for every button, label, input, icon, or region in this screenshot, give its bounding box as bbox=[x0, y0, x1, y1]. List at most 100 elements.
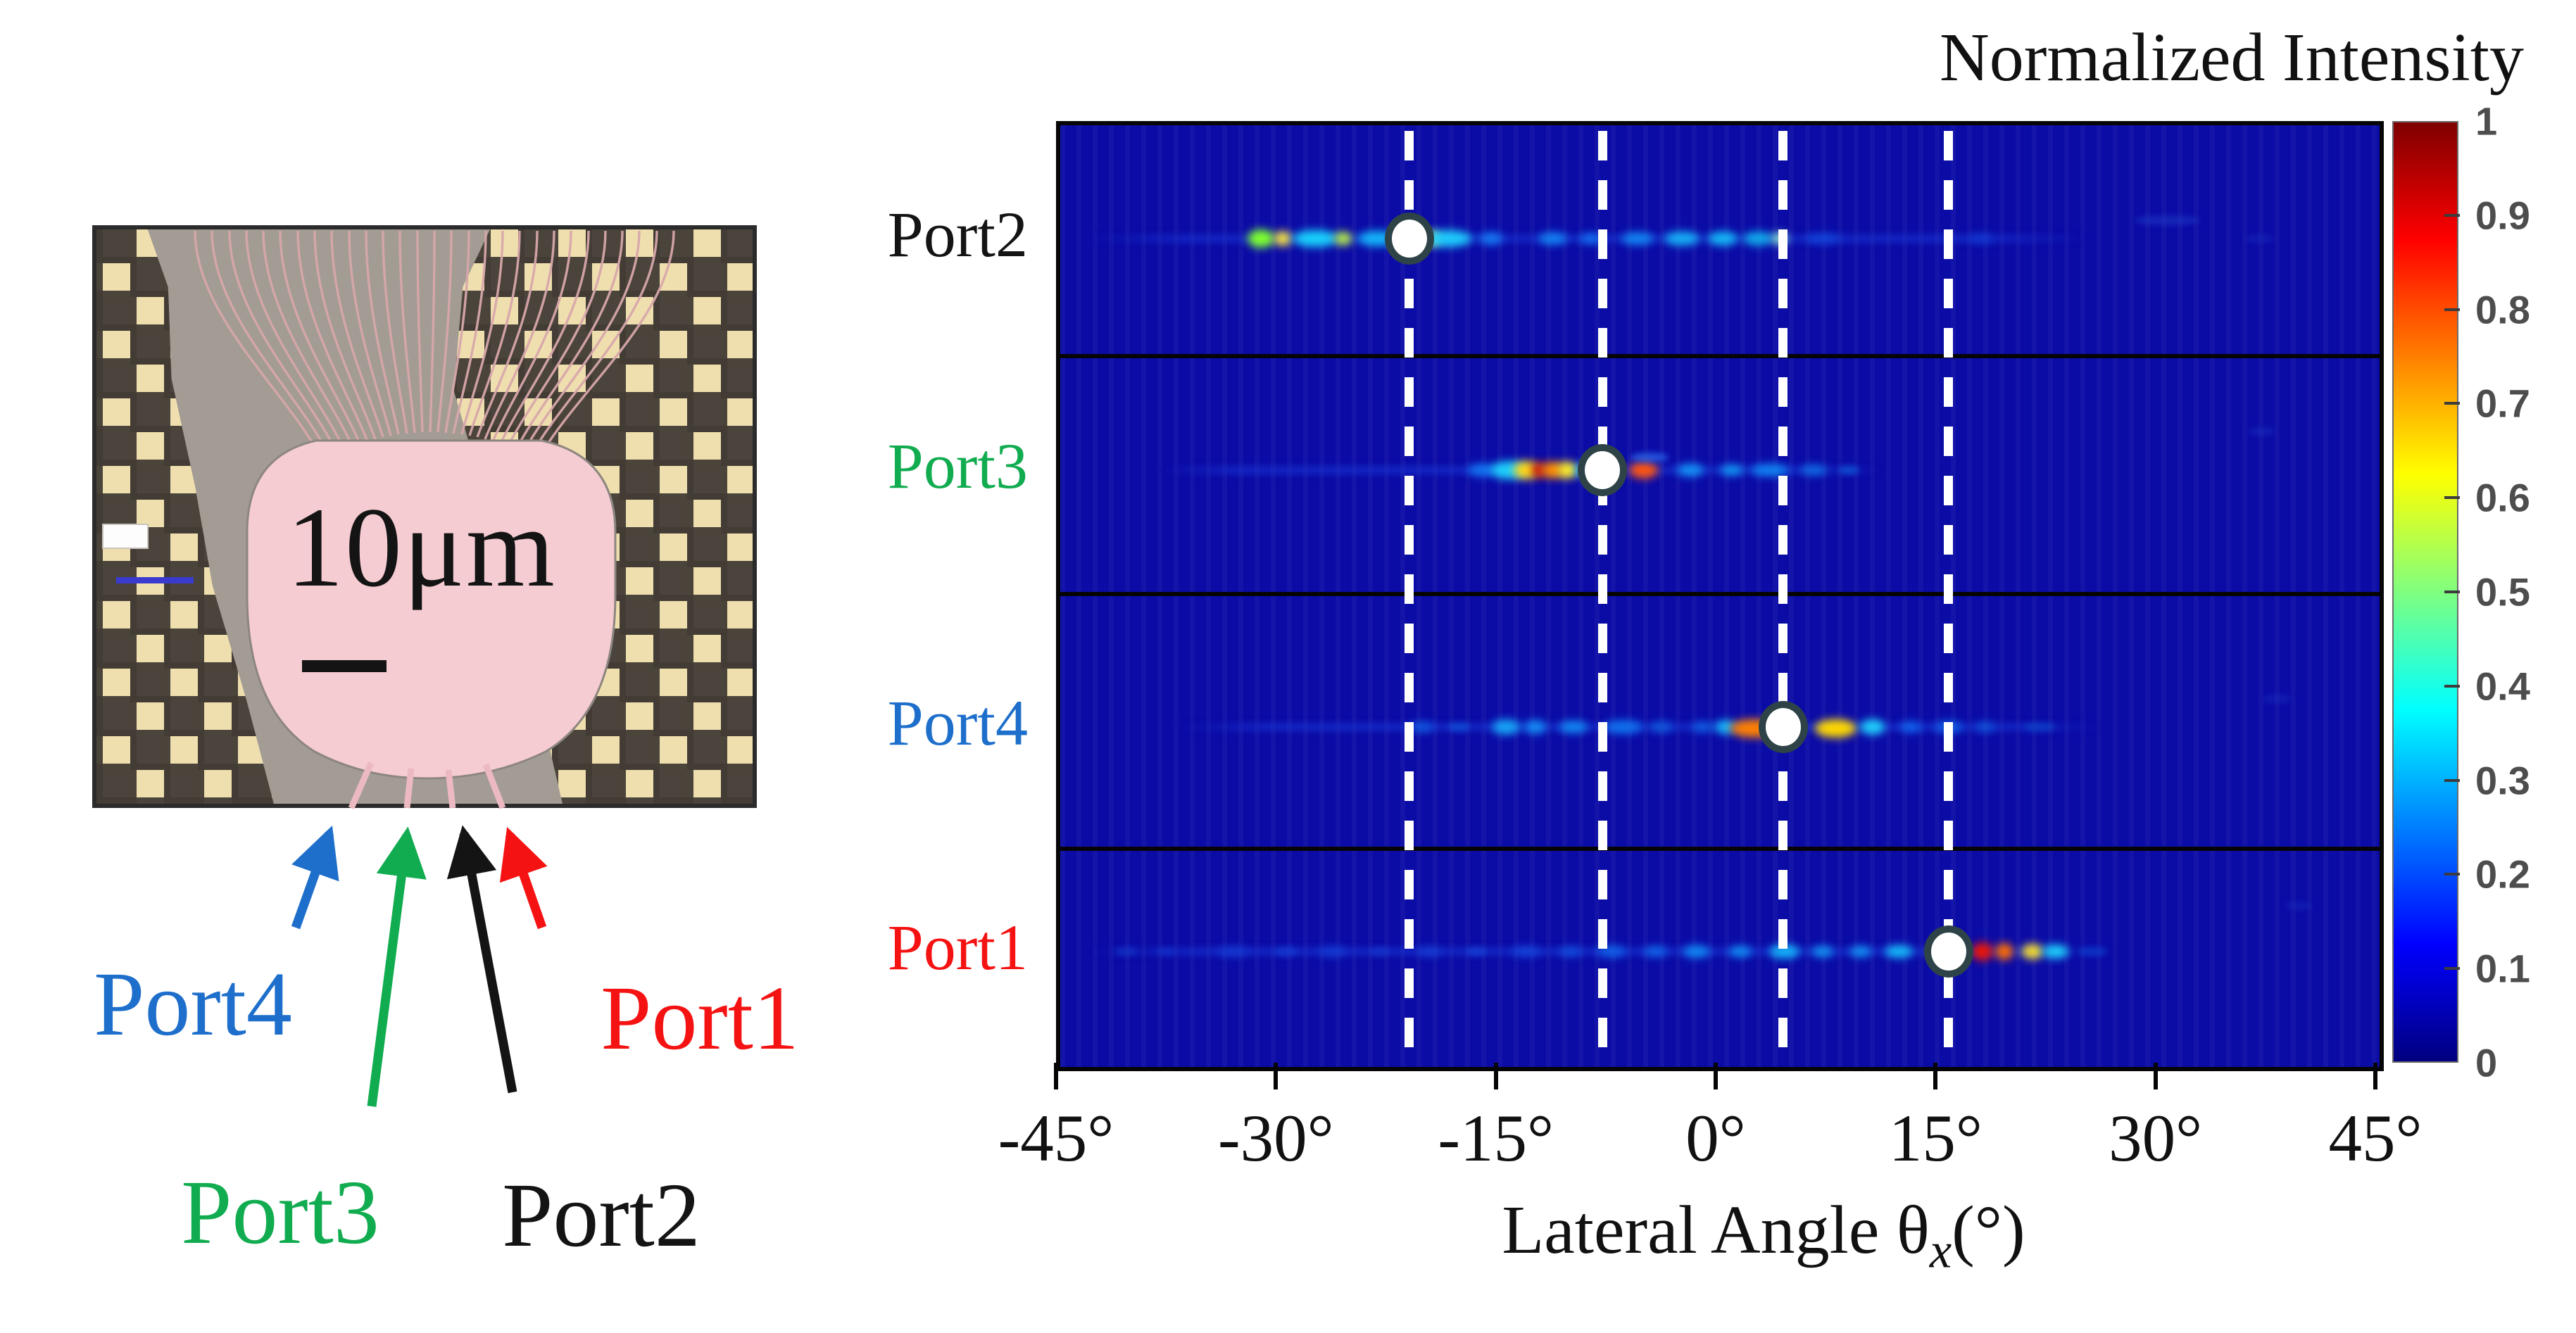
fanout-line bbox=[499, 230, 590, 444]
port-waveguide bbox=[482, 763, 506, 809]
heat-blob bbox=[1274, 231, 1292, 246]
dashed-guide-line bbox=[1597, 131, 1607, 1059]
stage-micro-scalebar bbox=[116, 577, 194, 583]
row-separator bbox=[1060, 354, 2380, 358]
fanout-line bbox=[296, 230, 369, 442]
colorbar-tick-mark bbox=[2444, 778, 2460, 782]
x-tick-mark bbox=[1274, 1063, 1278, 1089]
heat-blob bbox=[2078, 947, 2107, 956]
colorbar-tick-mark bbox=[2444, 590, 2460, 593]
colorbar-tick-label: 0.8 bbox=[2475, 287, 2530, 332]
fanout-line bbox=[262, 230, 353, 446]
heat-blob bbox=[1859, 719, 1885, 735]
colorbar-tick-label: 0.7 bbox=[2475, 381, 2530, 426]
colorbar-tick-label: 0.6 bbox=[2475, 475, 2530, 520]
fanout-line bbox=[460, 230, 504, 435]
heat-blob bbox=[1677, 464, 1704, 476]
heat-blob bbox=[1708, 232, 1738, 246]
colorbar-tick-mark bbox=[2444, 496, 2460, 500]
heat-blob bbox=[1418, 946, 1442, 957]
fanout-line bbox=[507, 230, 607, 446]
fanout-line bbox=[279, 230, 361, 444]
arrow-port4 bbox=[291, 825, 339, 930]
colorbar-tick-label: 0.9 bbox=[2475, 193, 2530, 238]
heat-blob bbox=[1604, 720, 1642, 734]
fanout-line bbox=[476, 230, 539, 438]
colorbar-tick-mark bbox=[2444, 402, 2460, 405]
waveguide-fanout-lines bbox=[194, 230, 675, 457]
peak-marker-circle bbox=[1758, 701, 1808, 753]
port-waveguide bbox=[403, 768, 415, 809]
fanout-line bbox=[515, 230, 624, 449]
colorbar-tick-label: 0 bbox=[2475, 1040, 2498, 1085]
heat-blob bbox=[2042, 945, 2069, 959]
heat-blob bbox=[1811, 946, 1834, 957]
colorbar-tick-mark bbox=[2444, 967, 2460, 971]
heat-blob bbox=[1410, 721, 1434, 733]
colorbar-tick-label: 1 bbox=[2475, 99, 2498, 144]
colorbar-tick-label: 0.1 bbox=[2475, 946, 2530, 991]
heat-blob bbox=[1524, 720, 1547, 734]
colorbar-tick-label: 0.2 bbox=[2475, 852, 2530, 897]
heat-blob bbox=[1692, 721, 1713, 733]
peak-marker-circle bbox=[1578, 444, 1628, 496]
heat-blob bbox=[2244, 234, 2275, 243]
dashed-guide-line bbox=[1944, 131, 1954, 1059]
arrow-port3 bbox=[367, 826, 427, 1107]
x-tick-mark bbox=[1054, 1063, 1058, 1089]
x-tick-label: 30° bbox=[2109, 1101, 2203, 1175]
mesa-shape bbox=[246, 439, 617, 780]
fanout-line bbox=[416, 230, 424, 433]
x-tick-mark bbox=[2373, 1063, 2377, 1089]
heat-blob bbox=[1448, 722, 1469, 732]
callout-label-port4: Port4 bbox=[94, 954, 292, 1055]
colorbar-tick-label: 0.4 bbox=[2475, 664, 2530, 709]
heatmap-noise-overlay bbox=[1060, 125, 2380, 1067]
colorbar-title: Normalized Intensity bbox=[1939, 20, 2525, 96]
heat-blob bbox=[2021, 944, 2044, 959]
x-tick-label: -45° bbox=[998, 1101, 1114, 1175]
x-tick-label: -15° bbox=[1438, 1101, 1554, 1175]
heat-blob bbox=[1217, 946, 1250, 957]
heat-blob bbox=[1512, 946, 1540, 957]
heat-blob bbox=[1849, 946, 1872, 957]
fanout-line bbox=[348, 230, 392, 436]
callout-label-port1: Port1 bbox=[601, 968, 799, 1069]
heatmap-plot bbox=[1056, 121, 2384, 1071]
heat-blob bbox=[1885, 945, 1913, 958]
heat-blob bbox=[1114, 947, 1138, 956]
heat-blob bbox=[1248, 229, 1274, 248]
fanout-line bbox=[313, 230, 377, 440]
port-waveguide bbox=[348, 762, 375, 809]
x-tick-mark bbox=[1714, 1063, 1718, 1089]
heat-blob bbox=[1492, 719, 1520, 735]
heat-blob bbox=[2249, 427, 2276, 436]
dashed-guide-line bbox=[1778, 131, 1788, 1059]
heat-blob bbox=[1995, 943, 2013, 960]
row-separator bbox=[1060, 592, 2380, 596]
x-tick-mark bbox=[1933, 1063, 1938, 1089]
fanout-line bbox=[228, 230, 337, 451]
fanout-line bbox=[211, 230, 329, 454]
row-label-port1: Port1 bbox=[887, 911, 1028, 983]
heat-blob bbox=[1479, 232, 1503, 245]
fanout-line bbox=[436, 230, 453, 433]
arrow-port1 bbox=[499, 826, 548, 930]
fanout-line bbox=[330, 230, 384, 438]
callout-label-port2: Port2 bbox=[502, 1165, 700, 1266]
fanout-line bbox=[194, 230, 322, 457]
colorbar-tick-mark bbox=[2444, 873, 2460, 876]
fanout-line bbox=[429, 230, 436, 433]
heat-blob bbox=[1319, 946, 1347, 957]
x-tick-label: 45° bbox=[2328, 1101, 2423, 1175]
heat-blob bbox=[1293, 230, 1338, 247]
heat-blob bbox=[1968, 233, 1993, 244]
heat-blob bbox=[1899, 721, 1922, 733]
heat-blob bbox=[2134, 215, 2200, 225]
device-micrograph: 10μm bbox=[92, 225, 757, 809]
callout-label-port3: Port3 bbox=[181, 1162, 379, 1263]
fanout-line bbox=[468, 230, 521, 436]
row-label-port2: Port2 bbox=[887, 198, 1028, 270]
row-label-port4: Port4 bbox=[887, 687, 1028, 759]
heat-blob bbox=[1157, 947, 1175, 956]
